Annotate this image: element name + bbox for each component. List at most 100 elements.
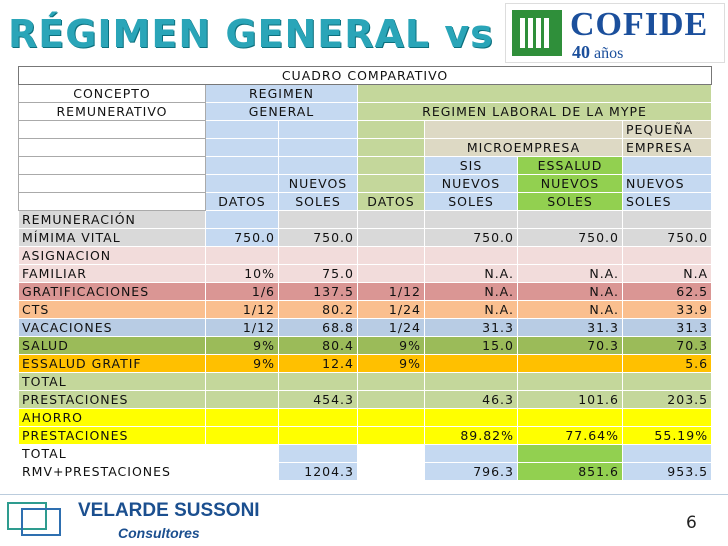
- row-label-cont: PRESTACIONES: [18, 390, 206, 409]
- row-label-cont: PRESTACIONES: [18, 426, 206, 445]
- row-label-cont: FAMILIAR: [18, 264, 206, 283]
- row-value: 68.8: [278, 318, 358, 337]
- row-value: 12.4: [278, 354, 358, 373]
- row-value: N.A.: [424, 300, 518, 319]
- row-label: TOTAL: [18, 444, 206, 463]
- row-value: [357, 390, 425, 409]
- table-row: CTS 1/12 80.2 1/24 N.A. N.A. 33.9: [18, 300, 713, 319]
- header-pe-soles: SOLES: [621, 192, 713, 211]
- header-empresa: EMPRESA: [621, 138, 713, 157]
- row-value: 9%: [205, 354, 279, 373]
- cofide-logo: COFIDE 40 años: [505, 3, 725, 63]
- row-value: 89.82%: [424, 426, 518, 445]
- row-value: 851.6: [517, 462, 623, 481]
- row-value: [357, 426, 425, 445]
- footer-company-sub: Consultores: [118, 525, 200, 541]
- cofide-logo-text: COFIDE: [570, 6, 709, 43]
- row-label: ESSALUD GRATIF: [18, 354, 206, 373]
- row-value: 46.3: [424, 390, 518, 409]
- row-value: 15.0: [424, 336, 518, 355]
- header-soles: SOLES: [278, 192, 358, 211]
- comparison-table: CUADRO COMPARATIVO CONCEPTO REGIMEN REMU…: [17, 66, 713, 481]
- row-value: 5.6: [621, 354, 713, 373]
- cofide-logo-years: 40 años: [572, 42, 624, 62]
- row-value: [517, 354, 623, 373]
- row-value: 1/24: [357, 300, 425, 319]
- header-essalud: ESSALUD: [517, 156, 623, 175]
- header-pe-nuevos: NUEVOS: [621, 174, 713, 193]
- row-label: VACACIONES: [18, 318, 206, 337]
- header-concepto: CONCEPTO: [18, 84, 206, 103]
- header-remunerativo: REMUNERATIVO: [18, 102, 206, 121]
- table-row-cont: FAMILIAR 10% 75.0 N.A. N.A. N.A: [18, 264, 713, 283]
- row-value: 1/12: [357, 282, 425, 301]
- row-value: 1/6: [205, 282, 279, 301]
- row-value: [357, 462, 425, 481]
- table-row: VACACIONES 1/12 68.8 1/24 31.3 31.3 31.3: [18, 318, 713, 337]
- row-value: 77.64%: [517, 426, 623, 445]
- row-value: [205, 462, 279, 481]
- row-value: 80.2: [278, 300, 358, 319]
- table-row: TOTAL: [18, 372, 713, 391]
- header-microempresa: MICROEMPRESA: [424, 138, 623, 157]
- row-value: 1204.3: [278, 462, 358, 481]
- row-value: N.A.: [517, 264, 623, 283]
- row-value: 9%: [357, 354, 425, 373]
- row-label-cont: RMV+PRESTACIONES: [18, 462, 206, 481]
- header-nuevos: NUEVOS: [278, 174, 358, 193]
- table-caption: CUADRO COMPARATIVO: [17, 66, 713, 85]
- row-value: 1/12: [205, 300, 279, 319]
- table-row-cont: PRESTACIONES 454.3 46.3 101.6 203.5: [18, 390, 713, 409]
- row-value: 750.0: [517, 228, 623, 247]
- header-essalud-soles: SOLES: [517, 192, 623, 211]
- row-value: [357, 228, 425, 247]
- table-row: GRATIFICACIONES 1/6 137.5 1/12 N.A. N.A. 62.5: [18, 282, 713, 301]
- row-value: 953.5: [621, 462, 713, 481]
- page-number: 6: [686, 513, 697, 533]
- row-value: 1/12: [205, 318, 279, 337]
- row-value: [278, 426, 358, 445]
- table-row: ASIGNACION: [18, 246, 713, 265]
- header-regimen-mype: REGIMEN LABORAL DE LA MYPE: [356, 102, 713, 121]
- row-value: 31.3: [517, 318, 623, 337]
- row-value: 796.3: [424, 462, 518, 481]
- header-datos-1: DATOS: [205, 192, 279, 211]
- row-value: 31.3: [424, 318, 518, 337]
- header-general: GENERAL: [205, 102, 358, 121]
- row-label: AHORRO: [18, 408, 206, 427]
- table-row: TOTAL: [18, 444, 713, 463]
- row-label-cont: MÍMIMA VITAL: [18, 228, 206, 247]
- table-row-cont: MÍMIMA VITAL 750.0 750.0 750.0 750.0 750.0: [18, 228, 713, 247]
- header-datos-2: DATOS: [357, 192, 425, 211]
- table-row: REMUNERACIÓN: [18, 210, 713, 229]
- row-value: 75.0: [278, 264, 358, 283]
- row-value: [424, 354, 518, 373]
- row-value: 203.5: [621, 390, 713, 409]
- row-value: 454.3: [278, 390, 358, 409]
- row-value: 750.0: [424, 228, 518, 247]
- header-sis-soles: SOLES: [424, 192, 518, 211]
- row-label: GRATIFICACIONES: [18, 282, 206, 301]
- row-label: SALUD: [18, 336, 206, 355]
- header-sis-nuevos: NUEVOS: [424, 174, 518, 193]
- row-value: 10%: [205, 264, 279, 283]
- footer-company-name: VELARDE SUSSONI: [78, 500, 260, 521]
- table-row: AHORRO: [18, 408, 713, 427]
- velarde-sussoni-logo-icon: [7, 502, 61, 536]
- table-row: SALUD 9% 80.4 9% 15.0 70.3 70.3: [18, 336, 713, 355]
- row-value: [205, 426, 279, 445]
- row-value: N.A.: [424, 282, 518, 301]
- row-label: ASIGNACION: [18, 246, 206, 265]
- row-value: 80.4: [278, 336, 358, 355]
- row-value: [205, 390, 279, 409]
- row-value: 750.0: [205, 228, 279, 247]
- row-value: 70.3: [621, 336, 713, 355]
- header-regimen-general: REGIMEN: [205, 84, 358, 103]
- row-value: 31.3: [621, 318, 713, 337]
- cofide-logo-icon: [512, 10, 562, 56]
- header-sis: SIS: [424, 156, 518, 175]
- row-label: CTS: [18, 300, 206, 319]
- row-value: N.A.: [517, 300, 623, 319]
- row-value: 101.6: [517, 390, 623, 409]
- row-value: N.A: [621, 264, 713, 283]
